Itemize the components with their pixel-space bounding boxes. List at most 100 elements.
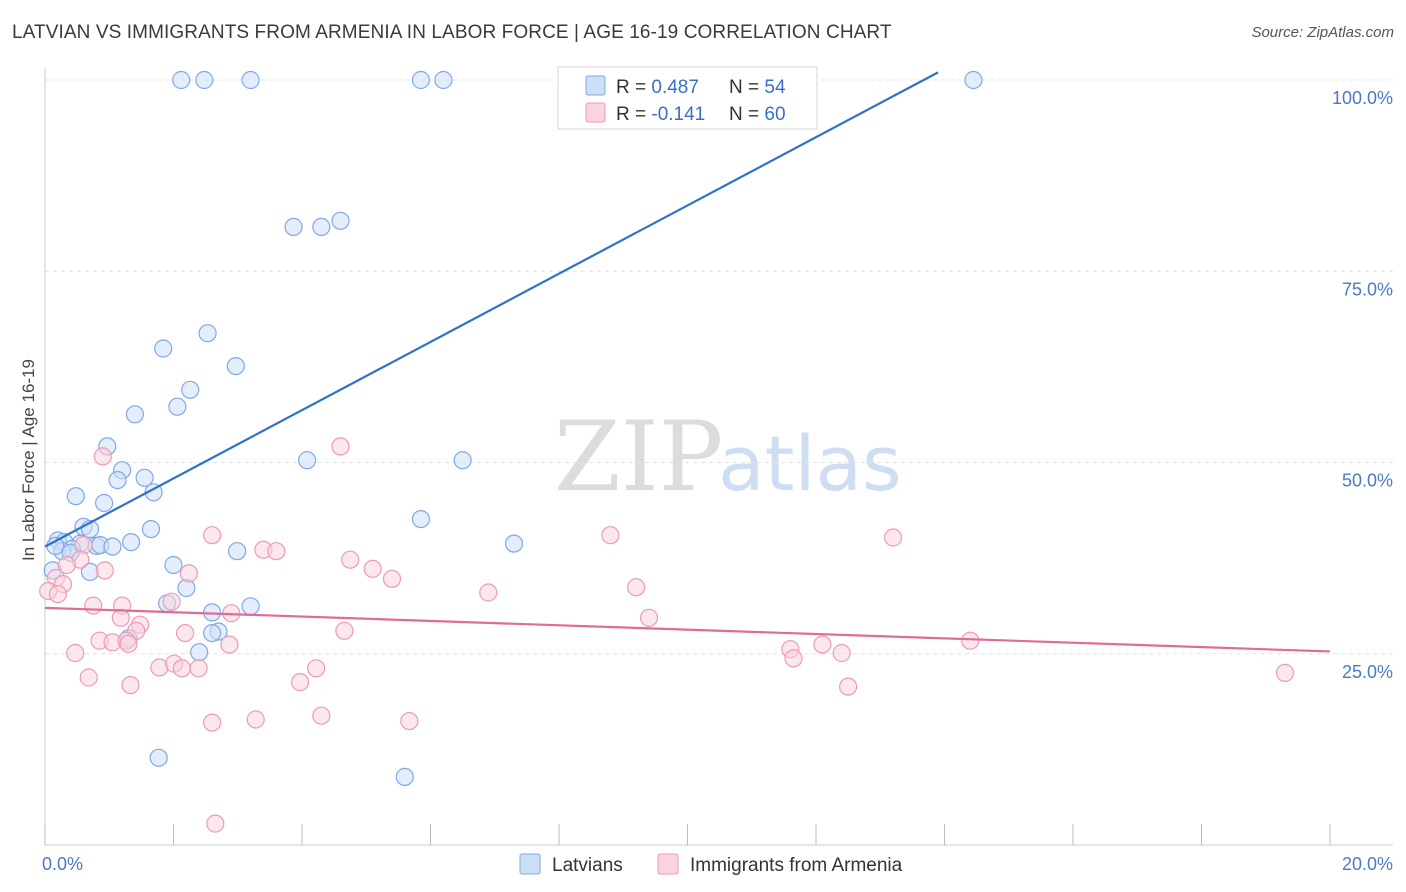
point-series0-32 [103,537,122,556]
point-series1-12 [363,559,382,578]
point-series0-0 [172,70,191,90]
point-series1-38 [832,643,851,663]
point-series1-30 [335,621,354,640]
point-series0-17 [453,451,472,470]
point-series1-9 [57,555,76,575]
point-series1-46 [307,659,326,678]
legend-n-label-2: N = [729,104,764,125]
point-series1-25 [111,608,130,627]
point-series1-20 [626,578,646,597]
point-series0-3 [411,70,430,90]
series-legend: Latvians Immigrants from Armenia [519,853,903,876]
trend-line-1 [44,606,1331,653]
point-series1-44 [172,659,191,678]
y-tick-label-1: 75.0% [1342,279,1393,299]
point-series0-14 [125,405,144,424]
legend-r-value-2: -0.141 [651,104,705,125]
point-series0-47 [241,597,260,616]
point-series0-16 [298,451,317,470]
point-series0-52 [149,748,168,767]
legend-n-value-2: 60 [764,104,785,125]
point-series1-19 [479,583,498,602]
y-axis-label: In Labor Force | Age 16-19 [19,359,38,561]
legend-n-label-1: N = [729,77,764,98]
point-series0-39 [228,542,247,561]
point-series1-53 [246,710,265,729]
y-tick-label-0: 100.0% [1332,88,1393,108]
point-series1-54 [312,706,331,725]
point-series1-35 [220,635,239,654]
legend-r-label-2: R = [616,104,651,125]
point-series1-47 [79,668,98,687]
point-series0-12 [181,380,200,399]
point-series1-37 [813,635,832,654]
point-series0-23 [94,493,114,513]
point-series0-40 [504,534,524,553]
point-series0-51 [190,643,209,662]
legend-armenia: Immigrants from Armenia [690,855,903,876]
point-series1-2 [203,526,222,545]
legend-swatch-latvians [585,75,606,96]
point-series1-55 [400,711,419,731]
point-series1-26 [639,608,659,627]
point-series1-56 [206,814,225,833]
point-series0-25 [141,519,161,539]
legend-r-value-1: 0.487 [651,77,699,98]
axes [44,68,1393,846]
point-series1-1 [331,437,350,456]
stats-legend: R = 0.487 N = 54 R = -0.141 N = 60 [557,66,818,130]
trend-lines [44,71,1331,653]
y-tick-label-3: 25.0% [1342,662,1393,682]
point-series1-11 [95,561,114,580]
point-series0-9 [198,324,217,343]
point-series1-23 [162,592,181,611]
point-series0-2 [241,70,260,90]
point-series0-1 [195,70,214,90]
point-series1-14 [382,569,402,588]
svg-text:N = 60: N = 60 [729,104,786,125]
point-series1-41 [784,649,803,668]
point-series0-41 [164,555,183,575]
bottom-legend-swatch-latvians [519,853,541,875]
point-series1-34 [119,634,138,653]
data-points [39,70,1295,833]
x-tick-label-0: 0.0% [42,854,83,874]
point-series1-45 [189,659,208,678]
point-series0-20 [108,471,127,490]
point-series0-8 [331,211,350,230]
point-series1-18 [48,584,68,604]
watermark-atlas: atlas [718,419,902,508]
point-series1-51 [1275,663,1295,683]
point-series1-39 [961,631,980,650]
point-series1-29 [176,623,195,643]
point-series0-7 [312,217,331,236]
point-series0-24 [411,509,430,529]
point-series1-52 [203,713,222,732]
gridlines [45,79,1393,655]
point-series0-10 [154,339,173,358]
svg-text:R = -0.141: R = -0.141 [616,104,705,125]
point-series1-4 [883,528,903,547]
point-series1-50 [838,677,858,696]
trend-line-0 [44,71,939,548]
point-series1-10 [341,550,360,569]
svg-text:R = 0.487: R = 0.487 [616,77,699,98]
point-series1-13 [179,564,198,583]
legend-n-value-1: 54 [764,77,786,98]
point-series0-13 [168,397,187,416]
chart-title: LATVIAN VS IMMIGRANTS FROM ARMENIA IN LA… [12,22,892,43]
point-series1-49 [291,672,310,692]
legend-swatch-armenia [585,102,606,123]
point-series0-5 [964,70,983,90]
point-series0-53 [395,767,414,787]
legend-latvians: Latvians [552,855,623,876]
point-series0-33 [122,532,141,552]
point-series0-19 [135,468,154,487]
tick-labels: 100.0% 75.0% 50.0% 25.0% 0.0% 20.0% [42,88,1393,874]
point-series0-22 [66,487,85,506]
point-series1-6 [267,542,286,561]
x-tick-label-1: 20.0% [1342,854,1393,874]
point-series0-11 [226,357,245,376]
source-label: Source: ZipAtlas.com [1251,24,1394,41]
bottom-legend-swatch-armenia [657,853,679,875]
